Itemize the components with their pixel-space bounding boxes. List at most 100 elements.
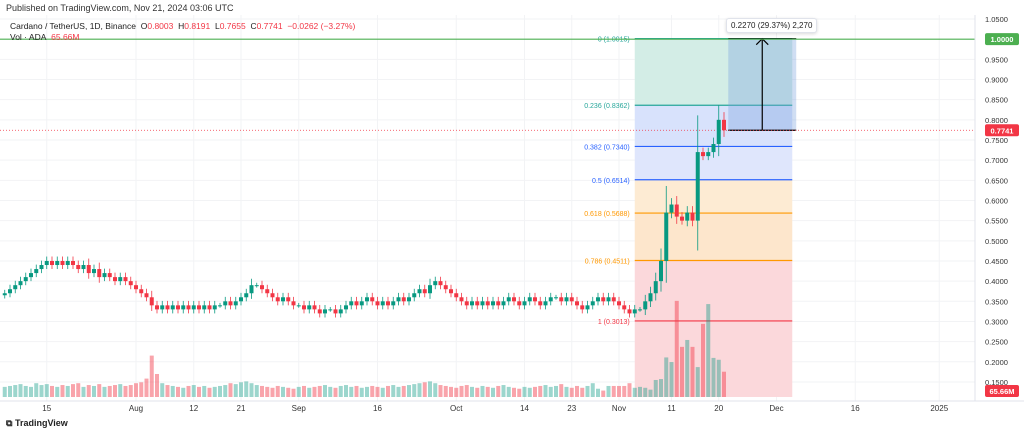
volume-bar — [370, 385, 375, 397]
candle-body — [606, 297, 611, 302]
y-tick-label: 0.3500 — [985, 297, 1008, 306]
candle-body — [55, 260, 60, 266]
volume-bar — [674, 300, 679, 397]
candle-body — [695, 152, 700, 221]
open-label: O — [140, 21, 148, 31]
volume-badge-bg — [985, 385, 1019, 397]
volume-bar — [286, 387, 291, 397]
volume-bar — [643, 387, 648, 397]
candle-body — [76, 265, 81, 270]
candle-body — [286, 297, 291, 302]
volume-bar — [443, 385, 448, 397]
volume-bar — [29, 386, 33, 397]
volume-bar — [632, 387, 637, 397]
candle-body — [391, 301, 396, 306]
candle-body — [680, 216, 684, 221]
volume-bar — [512, 387, 516, 397]
candle-body — [543, 301, 548, 306]
close-label: C — [250, 21, 257, 31]
candle-body — [60, 260, 65, 266]
volume-bar — [470, 386, 474, 397]
candle-body — [165, 305, 170, 310]
candle-body — [34, 269, 39, 274]
volume-bar — [391, 385, 396, 397]
candle-body — [44, 260, 49, 266]
candle-body — [422, 289, 427, 294]
candle-body — [202, 305, 207, 310]
candle-body — [464, 301, 469, 306]
volume-bar — [365, 386, 369, 397]
candle-body — [102, 273, 107, 278]
candle-body — [212, 305, 217, 310]
x-tick-label: 14 — [520, 404, 529, 413]
volume-bar — [254, 385, 259, 397]
x-tick-label: Dec — [769, 404, 783, 413]
volume-bar — [102, 386, 107, 397]
high-value: 0.8191 — [184, 21, 211, 31]
volume-bar — [60, 385, 65, 397]
volume-bar — [13, 385, 18, 397]
volume-bar — [39, 385, 44, 397]
candle-body — [113, 277, 117, 282]
tradingview-logo[interactable]: ⧉ TradingView — [6, 418, 68, 429]
tradingview-icon: ⧉ — [6, 418, 15, 428]
volume-bar — [92, 385, 96, 397]
x-tick-label: 16 — [851, 404, 860, 413]
candle-body — [8, 289, 12, 294]
volume-bar — [716, 359, 721, 397]
volume-bar — [354, 385, 359, 397]
volume-bar — [522, 386, 527, 397]
candle-body — [538, 301, 543, 306]
candle-body — [601, 297, 606, 302]
y-tick-label: 0.2500 — [985, 338, 1008, 347]
candle-body — [533, 297, 537, 302]
change-value: −0.0262 (−3.27%) — [287, 21, 356, 31]
volume-bar — [375, 386, 380, 397]
x-tick-label: 16 — [373, 404, 382, 413]
symbol-title: Cardano / TetherUS, 1D, Binance — [10, 21, 136, 31]
volume-bar — [160, 383, 165, 397]
volume-bar — [275, 385, 280, 397]
candle-body — [575, 301, 579, 306]
y-tick-label: 0.4500 — [985, 257, 1008, 266]
candle-body — [359, 301, 364, 306]
volume-bar — [606, 385, 611, 397]
candle-body — [128, 281, 133, 286]
candle-body — [722, 119, 726, 131]
volume-bar — [244, 381, 249, 397]
y-tick-label: 0.4000 — [985, 277, 1008, 286]
volume-bar — [459, 385, 464, 397]
volume-bar — [181, 387, 186, 397]
candle-body — [92, 269, 96, 274]
fib-zone-0.5 — [634, 179, 793, 214]
volume-bar — [653, 379, 658, 397]
volume-bar — [480, 385, 485, 397]
volume-bar — [118, 384, 123, 397]
candle-body — [328, 309, 333, 311]
candle-body — [632, 309, 637, 314]
volume-bar — [475, 387, 480, 397]
volume-bar — [349, 386, 354, 397]
y-tick-label: 0.6000 — [985, 196, 1008, 205]
x-tick-label: Aug — [129, 404, 143, 413]
volume-bar — [344, 385, 348, 397]
candle-body — [485, 301, 490, 306]
candle-body — [344, 305, 348, 310]
volume-bar — [123, 385, 128, 397]
volume-bar — [380, 387, 385, 397]
candle-body — [97, 269, 102, 278]
volume-bar — [601, 390, 606, 397]
volume-bar — [296, 386, 301, 397]
volume-bar — [218, 385, 222, 397]
volume-label: Vol · ADA — [10, 32, 47, 42]
y-tick-label: 0.7500 — [985, 136, 1008, 145]
volume-bar — [695, 367, 700, 397]
volume-bar — [176, 386, 180, 397]
fib-level-label: 0.382 (0.7340) — [584, 144, 630, 151]
x-tick-label: 23 — [567, 404, 576, 413]
volume-bar — [260, 385, 264, 397]
candle-body — [375, 301, 380, 306]
candle-body — [71, 260, 75, 266]
volume-bar — [543, 385, 548, 397]
